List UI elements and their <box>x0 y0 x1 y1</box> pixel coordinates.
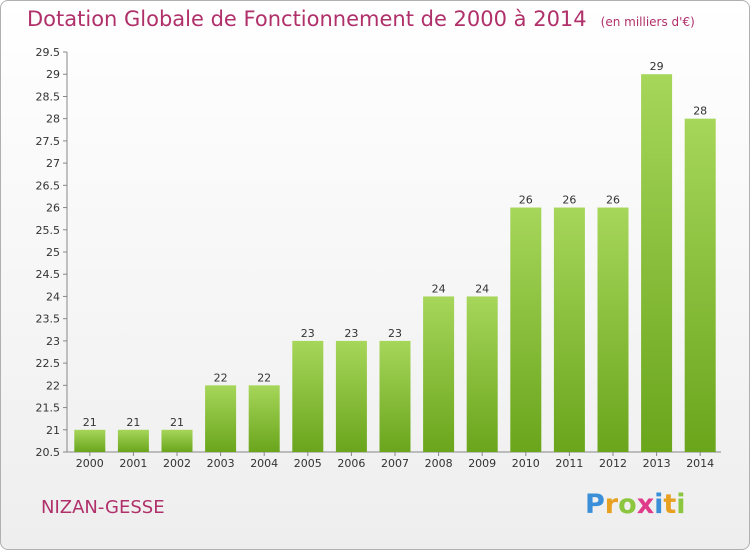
x-tick-label: 2010 <box>512 457 540 470</box>
x-tick-label: 2004 <box>250 457 278 470</box>
bar <box>684 118 716 453</box>
bar <box>379 340 411 452</box>
y-tick-label: 25.5 <box>36 224 61 237</box>
y-tick-label: 21 <box>46 424 60 437</box>
data-label: 26 <box>606 194 620 207</box>
logo-letter: r <box>604 489 619 520</box>
proxiti-logo: Proxiti <box>585 489 686 520</box>
data-label: 28 <box>693 105 707 118</box>
y-tick-label: 24 <box>46 290 60 303</box>
y-tick-label: 27 <box>46 157 60 170</box>
x-tick-label: 2000 <box>76 457 104 470</box>
logo-letter: i <box>676 489 686 520</box>
y-tick-label: 23.5 <box>36 313 61 326</box>
x-tick-label: 2012 <box>599 457 627 470</box>
y-tick-label: 28.5 <box>36 90 61 103</box>
bar <box>597 207 629 452</box>
bar <box>248 385 280 452</box>
bar <box>510 207 542 452</box>
logo-letter: P <box>585 489 605 520</box>
logo-letter: i <box>654 489 664 520</box>
data-label: 23 <box>301 327 315 340</box>
x-tick-label: 2006 <box>337 457 365 470</box>
bar <box>335 340 367 452</box>
y-tick-label: 29.5 <box>36 46 61 59</box>
x-tick-label: 2008 <box>425 457 453 470</box>
commune-name: NIZAN-GESSE <box>41 497 165 518</box>
bar <box>117 429 149 452</box>
data-label: 26 <box>562 194 576 207</box>
data-label: 23 <box>388 327 402 340</box>
y-tick-label: 21.5 <box>36 402 61 415</box>
logo-letter: t <box>663 489 677 520</box>
x-tick-label: 2001 <box>119 457 147 470</box>
y-tick-label: 26.5 <box>36 179 61 192</box>
data-label: 22 <box>257 371 271 384</box>
y-tick-label: 22 <box>46 379 60 392</box>
bar <box>466 296 498 452</box>
data-label: 24 <box>432 282 446 295</box>
bar <box>161 429 193 452</box>
bar <box>641 74 673 452</box>
data-label: 29 <box>650 60 664 73</box>
y-tick-label: 20.5 <box>36 446 61 459</box>
y-tick-label: 24.5 <box>36 268 61 281</box>
y-tick-label: 29 <box>46 68 60 81</box>
data-label: 21 <box>126 416 140 429</box>
chart-title-text: Dotation Globale de Fonctionnement de 20… <box>27 7 587 31</box>
x-tick-label: 2005 <box>294 457 322 470</box>
y-tick-label: 28 <box>46 113 60 126</box>
y-tick-label: 25 <box>46 246 60 259</box>
x-tick-label: 2011 <box>555 457 583 470</box>
bar <box>423 296 455 452</box>
x-tick-label: 2007 <box>381 457 409 470</box>
x-tick-label: 2013 <box>643 457 671 470</box>
y-tick-label: 27.5 <box>36 135 61 148</box>
logo-letter: o <box>618 489 637 520</box>
data-label: 21 <box>83 416 97 429</box>
data-label: 21 <box>170 416 184 429</box>
data-label: 22 <box>214 371 228 384</box>
x-tick-label: 2014 <box>686 457 714 470</box>
logo-letter: x <box>636 489 655 520</box>
data-label: 26 <box>519 194 533 207</box>
x-tick-label: 2009 <box>468 457 496 470</box>
bar <box>553 207 585 452</box>
x-tick-label: 2003 <box>207 457 235 470</box>
data-label: 24 <box>475 282 489 295</box>
bar <box>205 385 237 452</box>
y-tick-label: 22.5 <box>36 357 61 370</box>
chart-title: Dotation Globale de Fonctionnement de 20… <box>27 7 695 31</box>
chart-subtitle: (en milliers d'€) <box>600 15 695 29</box>
bar <box>74 429 106 452</box>
data-label: 23 <box>344 327 358 340</box>
y-tick-label: 23 <box>46 335 60 348</box>
y-tick-label: 26 <box>46 202 60 215</box>
bar <box>292 340 324 452</box>
x-tick-label: 2002 <box>163 457 191 470</box>
